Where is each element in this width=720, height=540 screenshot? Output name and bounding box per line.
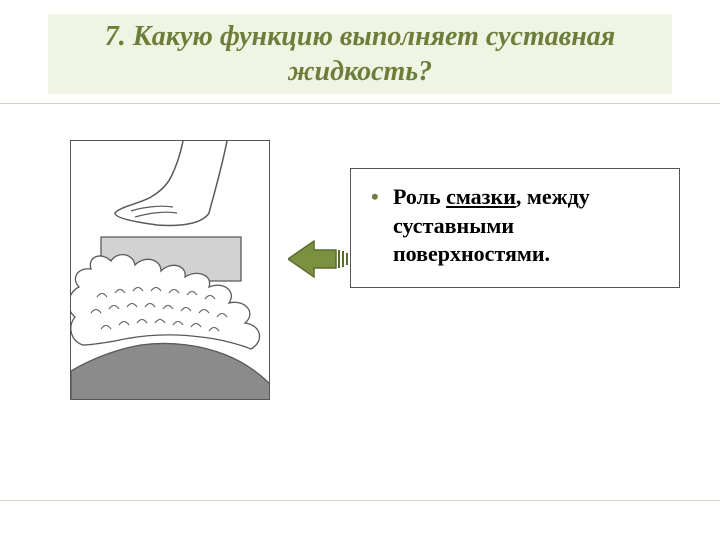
joint-diagram-svg (71, 141, 270, 400)
answer-item: Роль смазки, между суставными поверхност… (367, 183, 663, 269)
joint-diagram (70, 140, 270, 400)
divider-top (0, 103, 720, 104)
divider-bottom (0, 500, 720, 501)
answer-text-underlined: смазки (446, 184, 516, 209)
answer-text-prefix: Роль (393, 184, 446, 209)
arrow-icon (288, 237, 348, 281)
answer-box: Роль смазки, между суставными поверхност… (350, 168, 680, 288)
title-band: 7. Какую функцию выполняет суставная жид… (48, 14, 672, 94)
slide-title: 7. Какую функцию выполняет суставная жид… (48, 19, 672, 89)
answer-list: Роль смазки, между суставными поверхност… (367, 183, 663, 269)
